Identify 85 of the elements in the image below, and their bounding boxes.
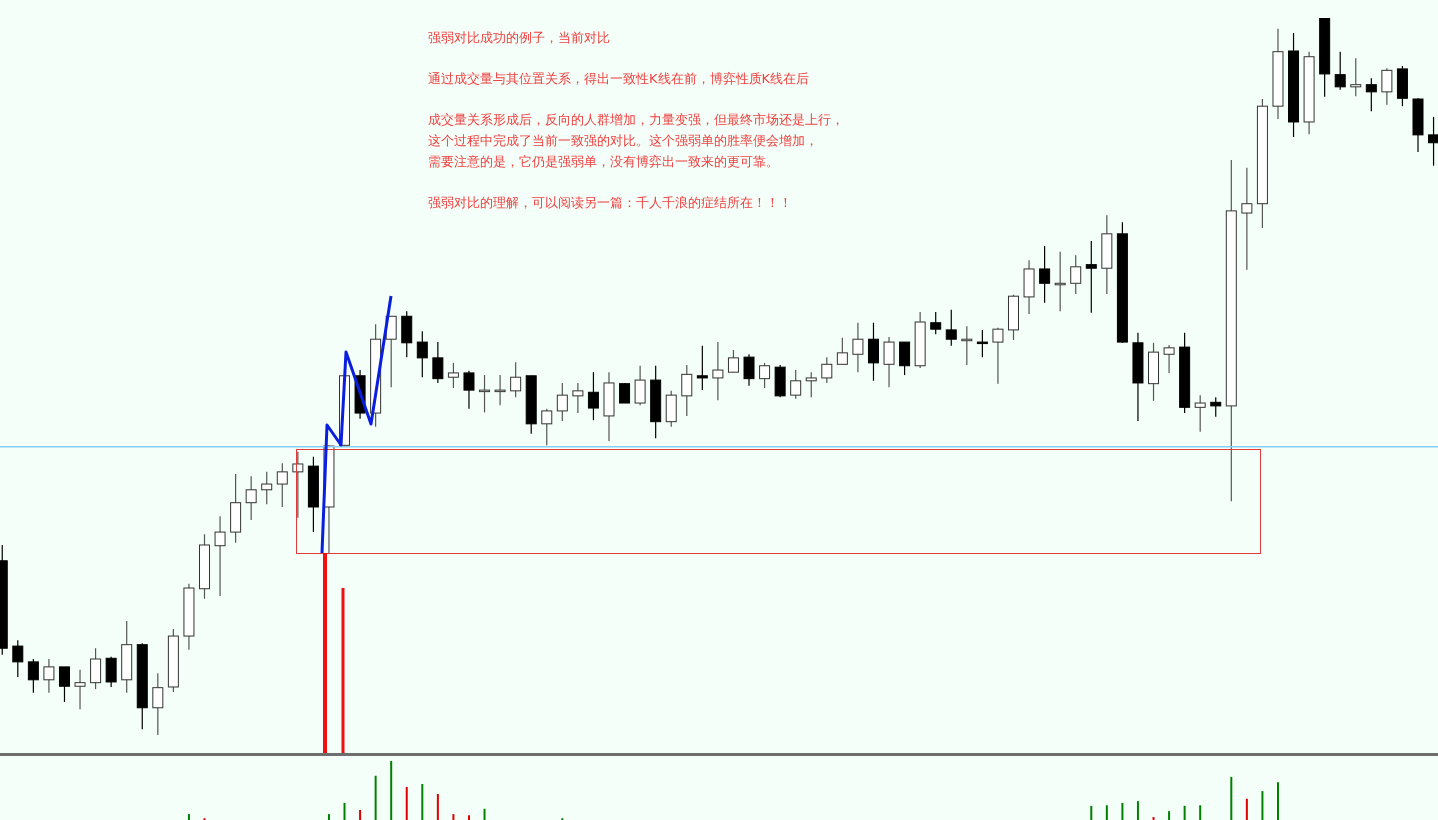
bar: [1276, 782, 1279, 820]
candlestick: [494, 374, 506, 406]
candlestick: [1428, 116, 1438, 167]
bar: [1168, 811, 1171, 820]
candlestick: [416, 330, 428, 378]
bar: [436, 794, 439, 820]
annotation: 这个过程中完成了当前一致强的对比。这个强弱单的胜率便会增加，: [428, 132, 819, 150]
annotation: 强弱对比的理解，可以阅读另一篇：千人千浪的症结所在！！！: [428, 194, 793, 212]
bar: [1136, 801, 1139, 820]
candlestick: [743, 353, 755, 387]
candlestick: [681, 364, 693, 417]
candlestick: [1334, 51, 1346, 91]
candlestick: [1350, 57, 1362, 97]
candlestick: [105, 656, 117, 688]
annotation: 成交量关系形成后，反向的人群增加，力量变强，但最终市场还是上行，: [428, 111, 844, 129]
bar: [374, 775, 377, 820]
candlestick: [292, 451, 304, 519]
candlestick: [432, 341, 444, 384]
candlestick: [43, 658, 55, 694]
candlestick: [556, 382, 568, 422]
bar: [1152, 817, 1155, 820]
candlestick: [276, 462, 288, 508]
candlestick: [899, 341, 911, 376]
candlestick: [727, 349, 739, 373]
bar: [405, 786, 408, 820]
candlestick: [1381, 67, 1393, 106]
candlestick: [821, 356, 833, 384]
candlestick: [805, 371, 817, 398]
candlestick: [1210, 396, 1222, 418]
candlestick: [245, 475, 257, 521]
annotation: 需要注意的是，它仍是强弱单，没有博弈出一致来的更可靠。: [428, 153, 780, 171]
candlestick: [214, 515, 226, 597]
candlestick: [867, 322, 879, 382]
candlestick: [992, 327, 1004, 385]
bar: [452, 814, 455, 820]
bar: [327, 814, 330, 820]
candlestick: [152, 672, 164, 735]
bar: [1245, 798, 1248, 820]
bar: [390, 761, 393, 820]
candlestick: [759, 362, 771, 389]
bar: [1199, 805, 1202, 820]
candlestick: [712, 341, 724, 401]
candlestick: [463, 370, 475, 410]
candlestick: [58, 666, 70, 703]
annotation: 强弱对比成功的例子，当前对比: [428, 29, 611, 47]
candlestick: [447, 362, 459, 389]
bar: [1090, 805, 1093, 820]
candlestick: [27, 658, 39, 694]
bar: [1261, 791, 1264, 820]
candlestick: [836, 337, 848, 365]
candlestick: [74, 669, 86, 710]
candlestick: [261, 471, 273, 505]
candlestick: [930, 311, 942, 335]
candlestick: [510, 361, 522, 398]
candlestick: [790, 369, 802, 400]
bar: [187, 814, 190, 820]
bar: [359, 809, 362, 820]
candlestick: [696, 345, 708, 391]
candlestick: [1070, 254, 1082, 295]
candlestick: [90, 647, 102, 690]
bar: [467, 815, 470, 820]
bar: [483, 808, 486, 820]
candlestick: [945, 309, 957, 347]
candlestick: [883, 336, 895, 388]
candlestick: [976, 329, 988, 358]
candlestick: [852, 322, 864, 373]
candlestick: [1194, 394, 1206, 433]
candlestick: [634, 365, 646, 406]
candlestick: [1241, 167, 1253, 271]
bar: [1121, 802, 1124, 820]
candlestick: [1085, 240, 1097, 314]
candlestick: [541, 408, 553, 446]
candlestick: [12, 639, 24, 678]
bar: [1230, 776, 1233, 820]
candlestick: [1365, 77, 1377, 112]
bar: [343, 802, 346, 820]
candlestick: [1163, 344, 1175, 374]
annotation: 通过成交量与其位置关系，得出一致性K线在前，博弈性质K线在后: [428, 70, 811, 88]
candlestick: [1039, 245, 1051, 304]
bar: [1105, 805, 1108, 820]
candlestick: [587, 371, 599, 421]
bar: [1183, 805, 1186, 820]
candlestick: [572, 382, 584, 414]
candlestick: [479, 374, 491, 413]
bar: [421, 784, 424, 820]
